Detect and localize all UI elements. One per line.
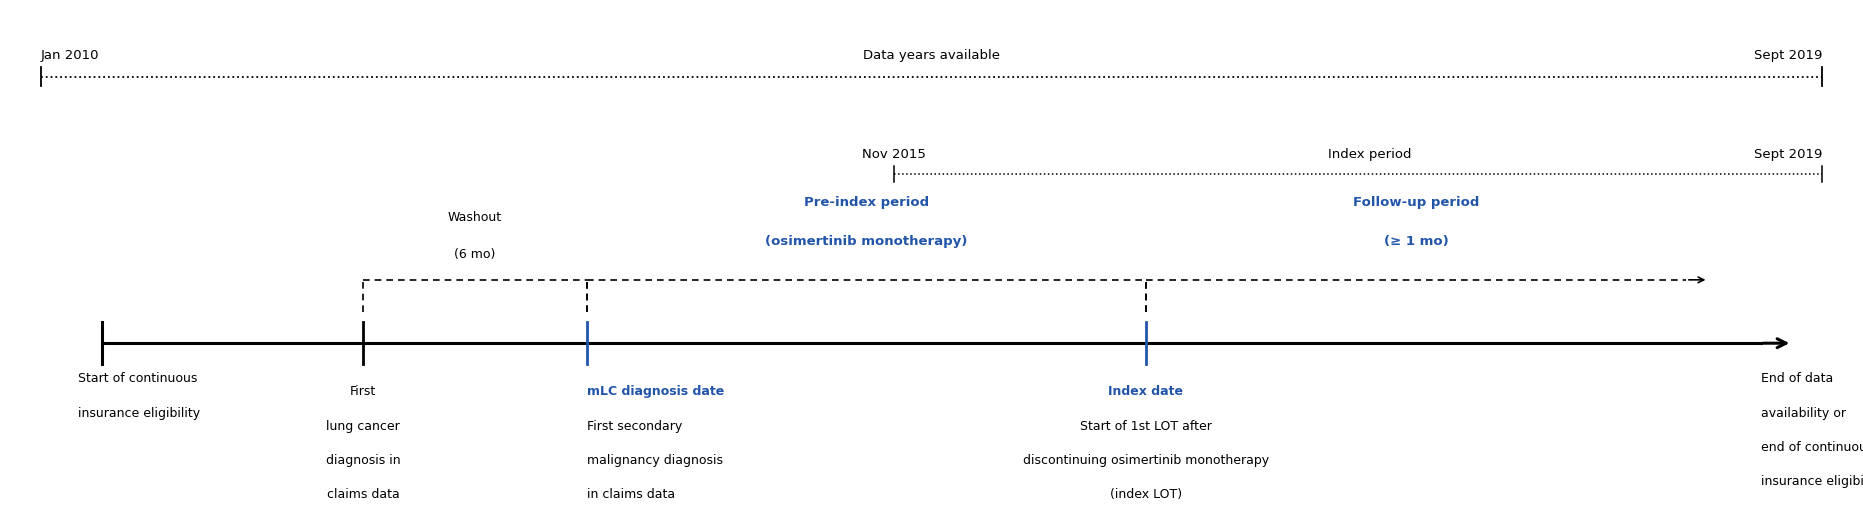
Text: End of data: End of data xyxy=(1761,372,1833,385)
Text: availability or: availability or xyxy=(1761,407,1846,420)
Text: Index period: Index period xyxy=(1328,148,1410,161)
Text: in claims data: in claims data xyxy=(587,488,674,502)
Text: claims data: claims data xyxy=(326,488,401,502)
Text: Nov 2015: Nov 2015 xyxy=(863,148,926,161)
Text: Start of continuous: Start of continuous xyxy=(78,372,197,385)
Text: Washout: Washout xyxy=(447,211,503,224)
Text: First secondary: First secondary xyxy=(587,420,682,433)
Text: insurance eligibility: insurance eligibility xyxy=(78,407,201,420)
Text: (6 mo): (6 mo) xyxy=(455,248,496,261)
Text: discontinuing osimertinib monotherapy: discontinuing osimertinib monotherapy xyxy=(1023,454,1269,467)
Text: Sept 2019: Sept 2019 xyxy=(1753,49,1822,62)
Text: end of continuous: end of continuous xyxy=(1761,441,1863,454)
Text: (≥ 1 mo): (≥ 1 mo) xyxy=(1384,235,1448,248)
Text: Sept 2019: Sept 2019 xyxy=(1753,148,1822,161)
Text: lung cancer: lung cancer xyxy=(326,420,401,433)
Text: Data years available: Data years available xyxy=(863,49,1000,62)
Text: malignancy diagnosis: malignancy diagnosis xyxy=(587,454,723,467)
Text: insurance eligibility: insurance eligibility xyxy=(1761,475,1863,488)
Text: Index date: Index date xyxy=(1108,385,1183,399)
Text: diagnosis in: diagnosis in xyxy=(326,454,401,467)
Text: Jan 2010: Jan 2010 xyxy=(41,49,99,62)
Text: Pre-index period: Pre-index period xyxy=(803,195,930,209)
Text: (index LOT): (index LOT) xyxy=(1110,488,1181,502)
Text: First: First xyxy=(350,385,376,399)
Text: Start of 1st LOT after: Start of 1st LOT after xyxy=(1081,420,1211,433)
Text: Follow-up period: Follow-up period xyxy=(1353,195,1479,209)
Text: (osimertinib monotherapy): (osimertinib monotherapy) xyxy=(766,235,967,248)
Text: mLC diagnosis date: mLC diagnosis date xyxy=(587,385,725,399)
